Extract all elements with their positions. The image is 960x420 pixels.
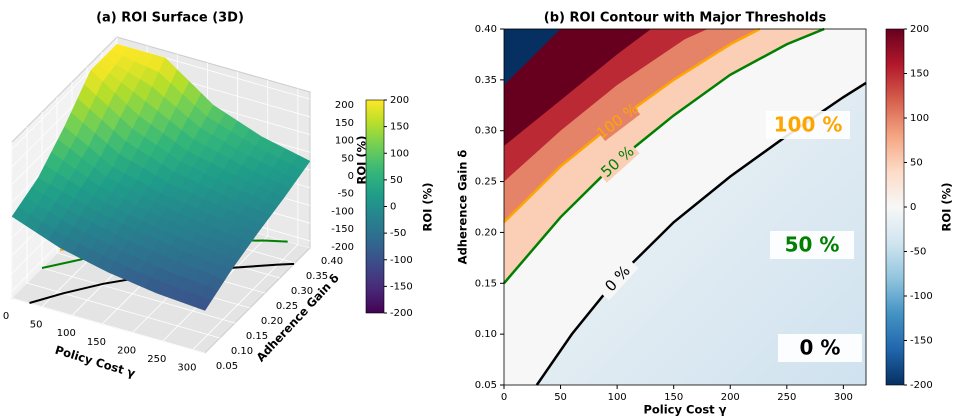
annotation: 50 % [785, 233, 840, 257]
annotation: 0 % [800, 336, 841, 360]
colorbar-tick-label: -100 [910, 291, 933, 302]
z-tick-label: 0 [348, 171, 354, 182]
colorbar-tick-label: -200 [910, 380, 933, 391]
x-tick-label: 50 [30, 320, 43, 331]
contour-line [503, 27, 761, 224]
colorbar-tick-label: -50 [910, 247, 926, 258]
y-tick-label: 0.30 [291, 286, 313, 297]
y-tick-label: 0.25 [276, 301, 298, 312]
colorbar-tick-label: 100 [390, 148, 409, 159]
contour-label-bg [594, 100, 641, 142]
x-tick-label: 0 [501, 392, 507, 403]
colorbar-tick-label: 50 [390, 175, 403, 186]
y-tick-label: 0.10 [231, 346, 253, 357]
x-tick-label: 300 [177, 363, 196, 374]
y-tick-label: 0.20 [475, 227, 497, 238]
colorbar [365, 99, 385, 314]
x-tick-label: 300 [834, 392, 853, 403]
x-tick-label: 100 [57, 328, 76, 339]
y-tick-label: 0.40 [321, 256, 343, 267]
z-tick-label: -100 [331, 206, 354, 217]
colorbar-tick-label: -150 [390, 281, 413, 292]
z-tick-label: 100 [335, 136, 354, 147]
y-tick-label: 0.15 [246, 331, 268, 342]
x-tick-label: 0 [3, 311, 9, 322]
colorbar-tick-label: 200 [390, 95, 409, 106]
x-tick-label: 100 [608, 392, 627, 403]
colorbar-label: ROI (%) [421, 183, 435, 232]
y-tick-label: 0.20 [261, 316, 283, 327]
y-tick-label: 0.15 [475, 278, 497, 289]
annotation-box [770, 231, 854, 259]
surface-panel: 0 50 100 150 200 250 300 0.05 0.10 0.15 0.20 0.25 0.… [3, 35, 354, 374]
colorbar-tick-label: -100 [390, 255, 413, 266]
z-tick-label: 50 [341, 153, 354, 164]
z-tick-label: 200 [335, 100, 354, 111]
contour-panel: 0 %50 %100 % 100 %50 %0 %0 50 100 150 200 250 3… [475, 24, 867, 403]
contour-label-bg [595, 255, 639, 301]
colorbar [885, 28, 905, 386]
grid-line [192, 244, 299, 350]
x-axis-label: Policy Cost γ [643, 403, 726, 417]
z-tick-label: -150 [331, 224, 354, 235]
x-tick-label: 250 [777, 392, 796, 403]
colorbar-tick-label: 0 [390, 202, 396, 213]
grid-line [26, 282, 221, 339]
z-tick-label: -200 [331, 242, 354, 253]
surface-patch [192, 295, 212, 311]
z-tick-label: 150 [335, 118, 354, 129]
annotation: 100 % [774, 113, 843, 137]
colorbar-tick-label: 0 [910, 202, 916, 213]
y-tick-label: 0.35 [475, 75, 497, 86]
y-tick-label: 0.40 [475, 24, 497, 35]
colorbar-tick-label: 150 [390, 122, 409, 133]
colorbar-tick-label: 100 [910, 113, 929, 124]
colorbar-tick-label: -200 [390, 308, 413, 319]
y-tick-label: 0.05 [475, 380, 497, 391]
chart-title: (a) ROI Surface (3D) [96, 11, 244, 26]
x-tick-label: 200 [117, 345, 136, 356]
colorbar-tick-label: -150 [910, 336, 933, 347]
x-tick-label: 50 [554, 392, 567, 403]
grid-line [41, 267, 236, 324]
contour-line [535, 81, 867, 386]
z-axis-label: ROI (%) [355, 136, 369, 185]
colorbar-tick-label: 50 [910, 158, 923, 169]
y-tick-label: 0.35 [306, 271, 328, 282]
contour-band [504, 29, 561, 85]
colorbar-tick-label: 200 [910, 24, 929, 35]
y-tick-label: 0.30 [475, 126, 497, 137]
annotation-box [778, 334, 862, 362]
grid-line [11, 297, 206, 354]
y-tick-label: 0.10 [475, 329, 497, 340]
x-tick-label: 250 [147, 354, 166, 365]
y-tick-label: 0.05 [216, 361, 238, 372]
z-tick-label: -50 [338, 189, 354, 200]
contour-label-bg [594, 139, 640, 183]
colorbar-label: ROI (%) [940, 183, 954, 232]
x-tick-label: 150 [87, 337, 106, 348]
x-tick-label: 200 [721, 392, 740, 403]
plot-frame [503, 28, 867, 386]
x-tick-label: 150 [664, 392, 683, 403]
colorbar-tick-label: -50 [390, 228, 406, 239]
annotation-box [766, 111, 850, 139]
colorbar-tick-label: 150 [910, 69, 929, 80]
chart-title: (b) ROI Contour with Major Thresholds [544, 11, 827, 26]
y-tick-label: 0.25 [475, 177, 497, 188]
y-axis-label: Adherence Gain δ [456, 150, 470, 265]
contour-band [504, 29, 652, 146]
contour-line [503, 27, 825, 285]
